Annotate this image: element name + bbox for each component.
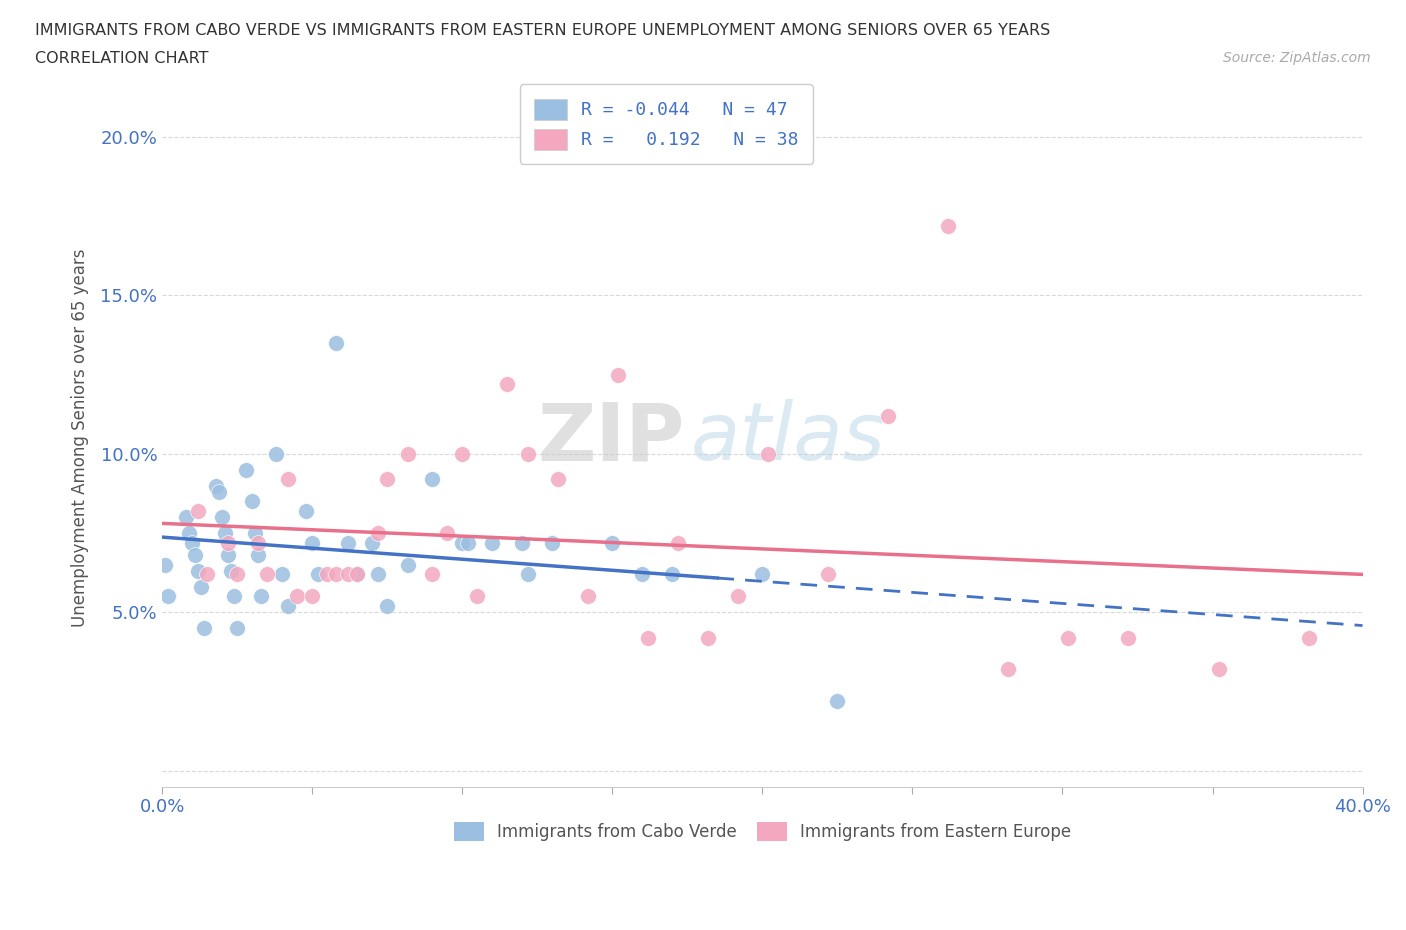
Point <box>457 535 479 550</box>
Point <box>277 599 299 614</box>
Point <box>187 564 209 578</box>
Point <box>226 620 249 635</box>
Point <box>607 367 630 382</box>
Point <box>224 589 246 604</box>
Point <box>285 589 308 604</box>
Point <box>226 567 249 582</box>
Point <box>193 620 215 635</box>
Point <box>1298 631 1320 645</box>
Point <box>436 525 458 540</box>
Text: atlas: atlas <box>690 399 886 477</box>
Point <box>576 589 599 604</box>
Point <box>346 567 368 582</box>
Point <box>517 446 540 461</box>
Point <box>316 567 339 582</box>
Point <box>214 525 236 540</box>
Point <box>420 567 443 582</box>
Point <box>938 219 960 233</box>
Point <box>451 535 474 550</box>
Point <box>211 510 233 525</box>
Text: CORRELATION CHART: CORRELATION CHART <box>35 51 208 66</box>
Point <box>997 662 1019 677</box>
Point <box>1208 662 1230 677</box>
Point <box>271 567 294 582</box>
Point <box>666 535 689 550</box>
Point <box>301 589 323 604</box>
Point <box>337 535 360 550</box>
Point <box>264 446 287 461</box>
Point <box>247 548 270 563</box>
Point <box>631 567 654 582</box>
Point <box>367 567 389 582</box>
Point <box>245 525 267 540</box>
Point <box>510 535 533 550</box>
Point <box>367 525 389 540</box>
Point <box>325 336 347 351</box>
Point <box>602 535 624 550</box>
Point <box>1118 631 1140 645</box>
Point <box>375 599 398 614</box>
Point <box>208 485 231 499</box>
Point <box>375 472 398 486</box>
Point <box>184 548 207 563</box>
Point <box>187 503 209 518</box>
Point <box>396 557 419 572</box>
Point <box>877 408 900 423</box>
Point <box>217 548 239 563</box>
Point <box>235 462 257 477</box>
Point <box>307 567 329 582</box>
Point <box>301 535 323 550</box>
Legend: Immigrants from Cabo Verde, Immigrants from Eastern Europe: Immigrants from Cabo Verde, Immigrants f… <box>447 816 1078 848</box>
Point <box>205 478 228 493</box>
Point <box>751 567 773 582</box>
Point <box>240 494 263 509</box>
Point <box>541 535 564 550</box>
Point <box>277 472 299 486</box>
Point <box>190 579 212 594</box>
Point <box>195 567 218 582</box>
Point <box>295 503 318 518</box>
Point <box>547 472 569 486</box>
Point <box>697 631 720 645</box>
Point <box>637 631 659 645</box>
Point <box>517 567 540 582</box>
Point <box>337 567 360 582</box>
Point <box>179 525 201 540</box>
Point <box>827 694 849 709</box>
Point <box>496 377 519 392</box>
Point <box>247 535 270 550</box>
Point <box>155 557 177 572</box>
Text: IMMIGRANTS FROM CABO VERDE VS IMMIGRANTS FROM EASTERN EUROPE UNEMPLOYMENT AMONG : IMMIGRANTS FROM CABO VERDE VS IMMIGRANTS… <box>35 23 1050 38</box>
Point <box>250 589 273 604</box>
Point <box>465 589 488 604</box>
Point <box>758 446 780 461</box>
Point <box>396 446 419 461</box>
Y-axis label: Unemployment Among Seniors over 65 years: Unemployment Among Seniors over 65 years <box>72 248 89 627</box>
Point <box>157 589 180 604</box>
Point <box>181 535 204 550</box>
Point <box>451 446 474 461</box>
Point <box>481 535 503 550</box>
Point <box>817 567 839 582</box>
Point <box>420 472 443 486</box>
Point <box>219 564 242 578</box>
Text: ZIP: ZIP <box>537 399 685 477</box>
Point <box>256 567 278 582</box>
Point <box>661 567 683 582</box>
Point <box>217 535 239 550</box>
Point <box>325 567 347 582</box>
Point <box>361 535 384 550</box>
Point <box>1057 631 1080 645</box>
Text: Source: ZipAtlas.com: Source: ZipAtlas.com <box>1223 51 1371 65</box>
Point <box>174 510 197 525</box>
Point <box>346 567 368 582</box>
Point <box>727 589 749 604</box>
